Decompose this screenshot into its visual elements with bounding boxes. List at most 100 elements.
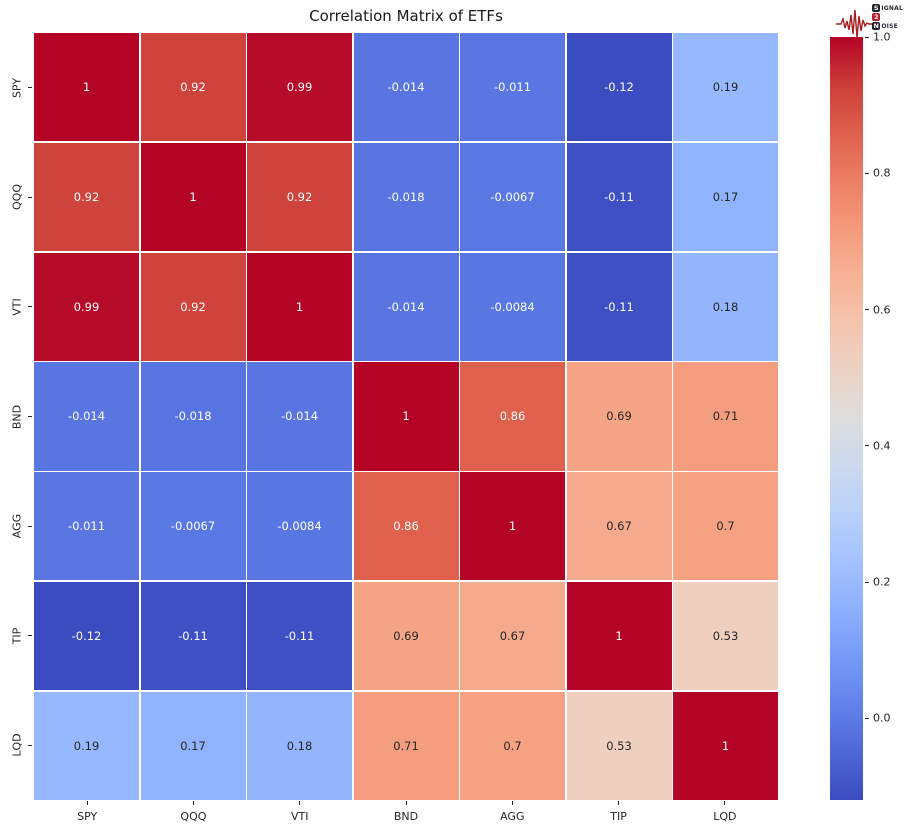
x-tick-label-LQD: LQD: [713, 810, 737, 823]
logo-badge-n: N: [872, 22, 881, 30]
heatmap-cell-AGG-BND: 0.86: [353, 472, 459, 581]
colorbar-tick-label-0.6: 0.6: [873, 303, 891, 316]
heatmap-cell-SPY-VTI: 0.99: [247, 33, 352, 142]
heatmap-cell-AGG-TIP: 0.67: [566, 472, 672, 581]
heatmap-cell-SPY-BND: -0.014: [353, 33, 459, 142]
heatmap-cell-TIP-LQD: 0.53: [673, 581, 778, 691]
y-tick-label-QQQ: QQQ: [10, 184, 24, 211]
colorbar-tick-label-0.2: 0.2: [873, 575, 891, 589]
x-tick-mark-LQD: [724, 801, 726, 805]
heatmap-cell-QQQ-AGG: -0.0067: [460, 142, 565, 252]
heatmap-cell-AGG-SPY: -0.011: [34, 472, 139, 581]
signal2noise-logo: S IGNAL 2 N OISE: [836, 2, 903, 41]
heatmap-cell-VTI-LQD: 0.18: [673, 252, 778, 361]
heatmap-cell-TIP-BND: 0.69: [353, 581, 459, 691]
heatmap-cell-TIP-SPY: -0.12: [34, 581, 139, 691]
waveform-icon: [836, 9, 877, 39]
chart-title: Correlation Matrix of ETFs: [309, 7, 503, 25]
heatmap-cell-VTI-QQQ: 0.92: [140, 252, 246, 361]
colorbar-tick-mark-0.8: [865, 172, 869, 174]
x-tick-label-VTI: VTI: [290, 810, 309, 823]
heatmap-grid: 1 0.92 0.99 -0.014 -0.011 -0.12 0.19 0.92 1 0.92-…: [34, 33, 778, 800]
heatmap-cell-BND-VTI: -0.014: [247, 362, 352, 471]
heatmap-cell-LQD-SPY: 0.19: [34, 691, 139, 800]
x-tick-label-AGG: AGG: [500, 810, 525, 823]
colorbar-tick-mark-0.6: [865, 309, 869, 310]
y-tick-label-LQD: LQD: [10, 733, 24, 757]
colorbar-tick-label-1.0: 1.0: [873, 30, 891, 44]
x-tick-label-SPY: SPY: [77, 810, 98, 823]
heatmap-cell-QQQ-QQQ: 1: [140, 142, 246, 252]
logo-badge-2: 2: [872, 13, 881, 21]
heatmap-cell-BND-TIP: 0.69: [566, 362, 672, 471]
heatmap-cell-QQQ-VTI: 0.92: [247, 142, 352, 252]
heatmap-cell-VTI-SPY: 0.99: [34, 252, 139, 361]
colorbar-tick-mark-0.4: [865, 445, 869, 447]
heatmap-cell-QQQ-BND: -0.018: [353, 142, 459, 252]
y-tick-mark-TIP: [28, 635, 32, 637]
x-tick-mark-TIP: [618, 801, 620, 805]
colorbar-tick-mark-0.0: [865, 717, 869, 719]
heatmap-cell-TIP-VTI: -0.11: [247, 581, 352, 691]
heatmap-cell-LQD-BND: 0.71: [353, 691, 459, 800]
heatmap-cell-TIP-TIP: 1: [566, 581, 672, 691]
x-tick-label-BND: BND: [393, 810, 419, 823]
y-tick-mark-LQD: [28, 744, 32, 746]
x-tick-mark-SPY: [86, 801, 88, 805]
y-tick-mark-VTI: [28, 306, 32, 308]
colorbar-tick-label-0.0: 0.0: [873, 711, 891, 725]
logo-wordmark: S IGNAL 2 N OISE: [872, 4, 903, 30]
colorbar-tick-label-0.4: 0.4: [873, 439, 891, 453]
colorbar-tick-mark-0.2: [865, 581, 869, 583]
y-tick-label-AGG: AGG: [10, 513, 24, 539]
colorbar: [830, 37, 863, 800]
heatmap-cell-BND-LQD: 0.71: [673, 362, 778, 471]
heatmap-cell-SPY-SPY: 1: [34, 33, 139, 142]
y-tick-label-SPY: SPY: [10, 77, 24, 98]
heatmap-cell-LQD-TIP: 0.53: [566, 691, 672, 800]
heatmap-cell-QQQ-TIP: -0.11: [566, 142, 672, 252]
logo-line-noise: N OISE: [872, 22, 903, 30]
logo-word-noise: OISE: [881, 22, 898, 30]
heatmap-cell-SPY-LQD: 0.19: [673, 33, 778, 142]
heatmap-cell-LQD-VTI: 0.18: [247, 691, 352, 800]
heatmap-cell-VTI-VTI: 1: [247, 252, 352, 361]
logo-line-signal: S IGNAL: [872, 4, 903, 12]
heatmap-cell-QQQ-SPY: 0.92: [34, 142, 139, 252]
y-tick-label-BND: BND: [10, 404, 24, 429]
y-tick-mark-QQQ: [28, 196, 32, 198]
heatmap-cell-VTI-BND: -0.014: [353, 252, 459, 361]
logo-line-2: 2: [872, 13, 903, 21]
heatmap-cell-BND-AGG: 0.86: [460, 362, 565, 471]
x-tick-label-QQQ: QQQ: [180, 810, 207, 823]
y-tick-mark-AGG: [28, 525, 32, 527]
logo-badge-s: S: [872, 4, 881, 12]
heatmap-cell-BND-SPY: -0.014: [34, 362, 139, 471]
x-tick-mark-QQQ: [192, 801, 194, 805]
heatmap-cell-SPY-AGG: -0.011: [460, 33, 565, 142]
heatmap-cell-SPY-TIP: -0.12: [566, 33, 672, 142]
heatmap-cell-AGG-QQQ: -0.0067: [140, 472, 246, 581]
heatmap-cell-VTI-AGG: -0.0084: [460, 252, 565, 361]
heatmap-cell-QQQ-LQD: 0.17: [673, 142, 778, 252]
heatmap-cell-TIP-AGG: 0.67: [460, 581, 565, 691]
heatmap-cell-AGG-LQD: 0.7: [673, 472, 778, 581]
heatmap-cell-LQD-LQD: 1: [673, 691, 778, 800]
y-tick-label-VTI: VTI: [10, 298, 24, 316]
y-tick-mark-SPY: [28, 87, 32, 89]
colorbar-tick-label-0.8: 0.8: [873, 166, 891, 180]
y-tick-label-TIP: TIP: [10, 627, 24, 644]
heatmap-cell-SPY-QQQ: 0.92: [140, 33, 246, 142]
heatmap-cell-BND-QQQ: -0.018: [140, 362, 246, 471]
x-tick-mark-VTI: [299, 801, 301, 805]
heatmap-cell-LQD-AGG: 0.7: [460, 691, 565, 800]
heatmap-cell-LQD-QQQ: 0.17: [140, 691, 246, 800]
heatmap-cell-BND-BND: 1: [353, 362, 459, 471]
colorbar-tick-mark-1.0: [865, 36, 869, 38]
heatmap-cell-AGG-VTI: -0.0084: [247, 472, 352, 581]
x-tick-mark-AGG: [511, 801, 513, 805]
heatmap-cell-VTI-TIP: -0.11: [566, 252, 672, 361]
logo-word-signal: IGNAL: [881, 4, 903, 12]
x-tick-label-TIP: TIP: [610, 810, 627, 823]
